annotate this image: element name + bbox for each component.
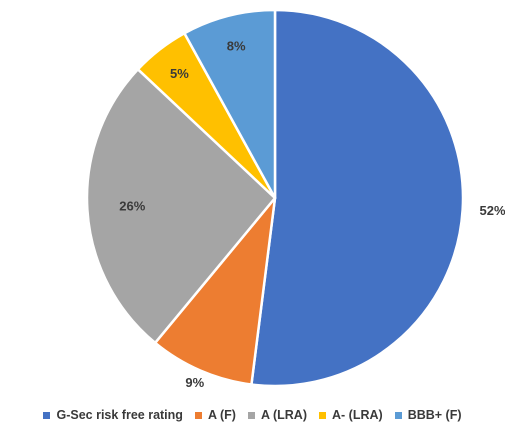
legend-item-a-minus-lra: A- (LRA) [319,408,383,422]
legend: G-Sec risk free rating A (F) A (LRA) A- … [0,408,505,422]
label-bbb-plus-f: 8% [227,38,246,53]
legend-label-a-minus-lra: A- (LRA) [332,408,383,422]
legend-item-bbb-plus-f: BBB+ (F) [394,408,462,422]
label-a-lra: 26% [119,198,145,213]
legend-item-a-lra: A (LRA) [247,408,307,422]
slice-a-f [153,196,277,386]
legend-swatch-a-minus-lra [319,411,326,419]
legend-label-a-f: A (F) [207,408,236,422]
slice-bbb-plus-f [183,8,277,200]
label-g-sec: 52% [480,203,505,218]
slice-g-sec [250,8,465,388]
legend-swatch-bbb-plus-f [394,411,402,419]
legend-item-g-sec: G-Sec risk free rating [43,408,183,422]
label-a-minus-lra: 5% [170,66,189,81]
legend-swatch-g-sec [43,411,51,419]
slice-a-lra [85,68,277,345]
legend-item-a-f: A (F) [194,408,236,422]
legend-swatch-a-lra [247,411,255,419]
legend-label-a-lra: A (LRA) [260,408,307,422]
label-a-f: 9% [185,375,204,390]
legend-swatch-a-f [194,411,202,419]
legend-label-bbb-plus-f: BBB+ (F) [407,408,462,422]
legend-label-g-sec: G-Sec risk free rating [56,408,183,422]
